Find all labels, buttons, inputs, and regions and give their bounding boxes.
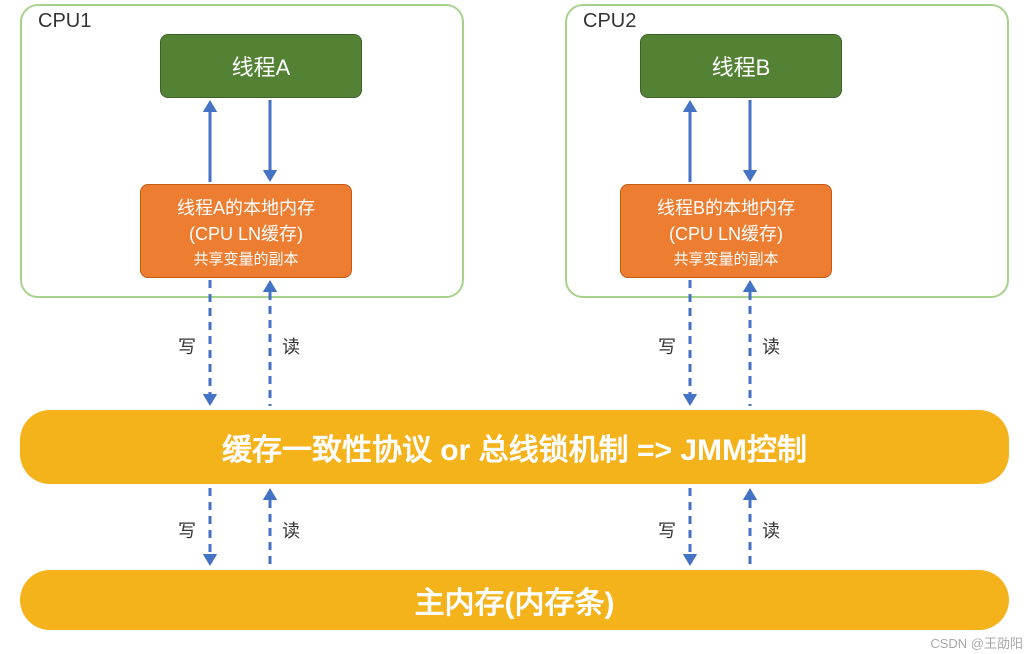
cpu1-title: CPU1 (38, 10, 91, 33)
local-a-line2: (CPU LN缓存) (189, 220, 303, 246)
thread-b-box: 线程B (640, 34, 842, 98)
arrow-label: 读 (762, 517, 780, 543)
thread-a-box: 线程A (160, 34, 362, 98)
arrow-label: 写 (658, 333, 676, 359)
arrow-label: 写 (178, 333, 196, 359)
local-b-line1: 线程B的本地内存 (657, 194, 795, 220)
local-mem-b: 线程B的本地内存 (CPU LN缓存) 共享变量的副本 (620, 184, 832, 278)
main-memory-text: 主内存(内存条) (415, 578, 615, 622)
thread-a-label: 线程A (232, 50, 291, 82)
local-mem-a: 线程A的本地内存 (CPU LN缓存) 共享变量的副本 (140, 184, 352, 278)
thread-b-label: 线程B (712, 50, 771, 82)
watermark: CSDN @王劭阳 (930, 633, 1023, 652)
local-b-line2: (CPU LN缓存) (669, 220, 783, 246)
local-a-line1: 线程A的本地内存 (177, 194, 315, 220)
arrow-label: 读 (282, 517, 300, 543)
protocol-bar: 缓存一致性协议 or 总线锁机制 => JMM控制 (20, 410, 1009, 484)
main-memory-bar: 主内存(内存条) (20, 570, 1009, 630)
local-b-line3: 共享变量的副本 (673, 248, 778, 269)
cpu2-title: CPU2 (583, 10, 636, 33)
arrow-label: 写 (658, 517, 676, 543)
arrow-label: 读 (282, 333, 300, 359)
protocol-text: 缓存一致性协议 or 总线锁机制 => JMM控制 (222, 425, 807, 469)
diagram-canvas: CPU1 线程A 线程A的本地内存 (CPU LN缓存) 共享变量的副本 CPU… (0, 0, 1029, 654)
local-a-line3: 共享变量的副本 (193, 248, 298, 269)
arrow-label: 写 (178, 517, 196, 543)
arrow-label: 读 (762, 333, 780, 359)
